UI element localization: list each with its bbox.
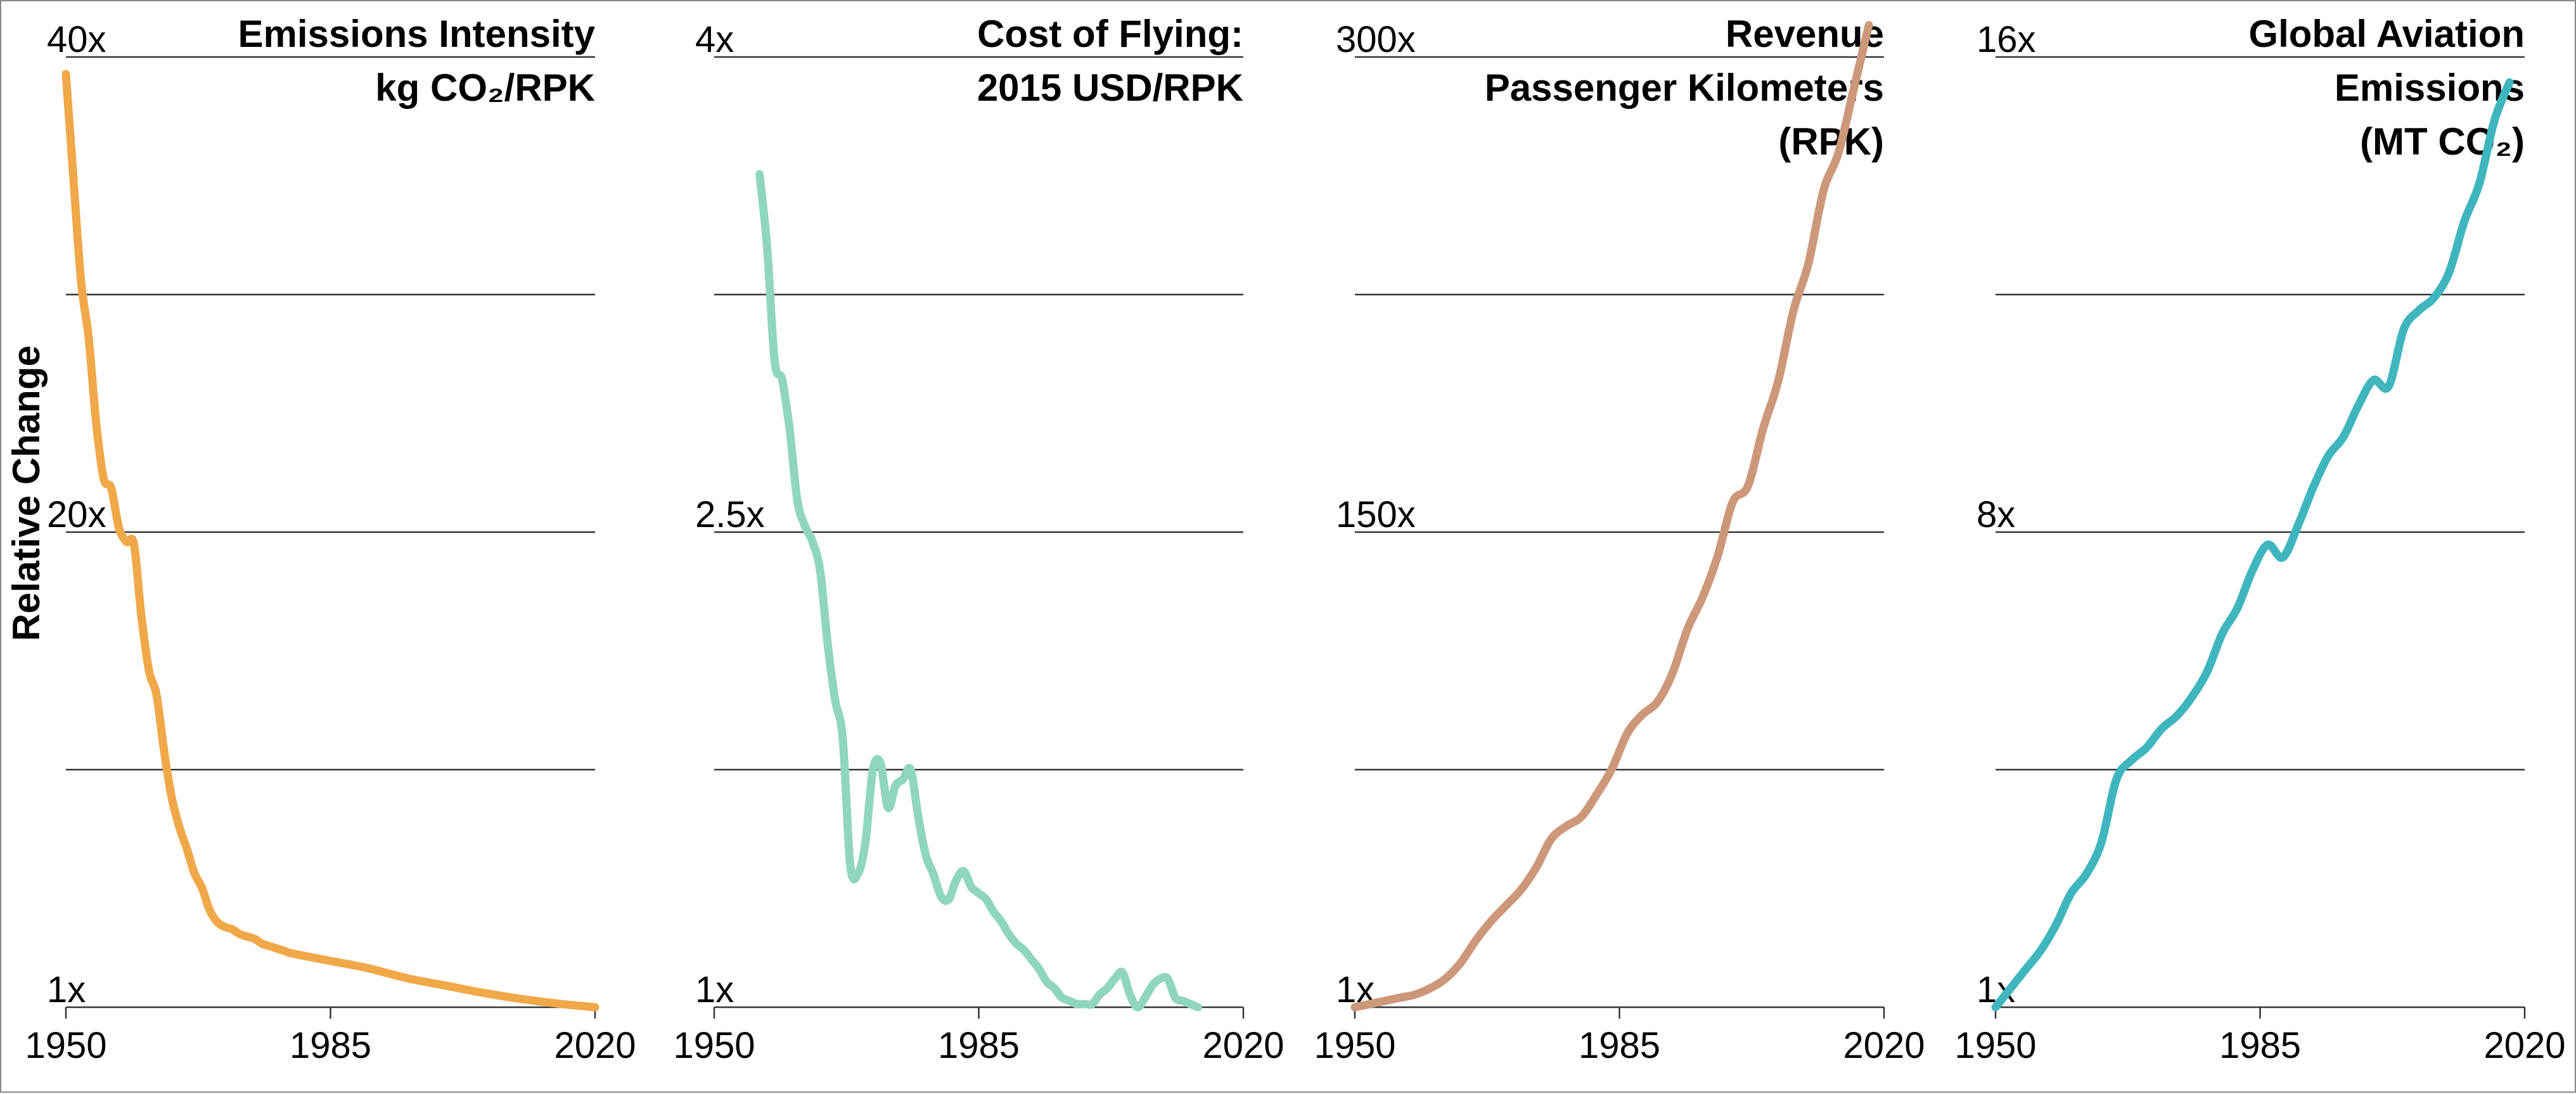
panel-title-line: (MT CO₂) <box>2360 120 2525 163</box>
panel-title-line: Emissions Intensity <box>238 13 596 55</box>
y-tick-label: 150x <box>1336 494 1416 535</box>
panel-title-line: Cost of Flying: <box>977 13 1243 55</box>
x-tick-label: 2020 <box>1202 1025 1284 1066</box>
x-tick-label: 1985 <box>1579 1025 1660 1066</box>
y-tick-label: 300x <box>1336 19 1416 60</box>
y-tick-label: 20x <box>47 494 106 535</box>
panel-title-line: Emissions <box>2335 67 2525 109</box>
panel-1: 1950 1985 2020 1x 20x 40x Emissions Intensity k… <box>25 13 636 1066</box>
y-tick-label: 1x <box>47 969 86 1010</box>
y-tick-label: 2.5x <box>695 494 765 535</box>
x-tick-label: 1950 <box>673 1025 755 1066</box>
x-tick-label: 1985 <box>2219 1025 2301 1066</box>
panel-title-line: Global Aviation <box>2248 13 2525 55</box>
panel-title-line: Passenger Kilometers <box>1485 67 1884 109</box>
x-tick-label: 2020 <box>2483 1025 2565 1066</box>
x-tick-label: 1985 <box>938 1025 1020 1066</box>
y-tick-label: 40x <box>47 19 106 60</box>
y-tick-label: 1x <box>695 969 734 1010</box>
y-axis-title: Relative Change <box>5 345 48 641</box>
x-tick-label: 2020 <box>554 1025 636 1066</box>
series-line <box>755 170 1202 1012</box>
panel-2: 1950 1985 2020 1x 2.5x 4x Cost of Flying: 2015 … <box>673 13 1284 1066</box>
x-tick-label: 1950 <box>25 1025 106 1066</box>
x-tick-label: 1985 <box>290 1025 371 1066</box>
series-line <box>1991 78 2514 1012</box>
x-tick-label: 1950 <box>1314 1025 1395 1066</box>
panel-title-line: kg CO₂/RPK <box>375 67 595 109</box>
y-tick-label: 4x <box>695 19 734 60</box>
panel-title-line: 2015 USD/RPK <box>977 67 1243 109</box>
series-line <box>61 70 599 1012</box>
y-tick-label: 16x <box>1977 19 2036 60</box>
x-tick-label: 1950 <box>1954 1025 2036 1066</box>
series-line <box>1350 21 1873 1012</box>
y-tick-label: 8x <box>1977 494 2015 535</box>
panel-title-line: (RPK) <box>1778 120 1884 163</box>
x-tick-label: 2020 <box>1843 1025 1925 1066</box>
panel-title-line: Revenue <box>1726 13 1884 55</box>
